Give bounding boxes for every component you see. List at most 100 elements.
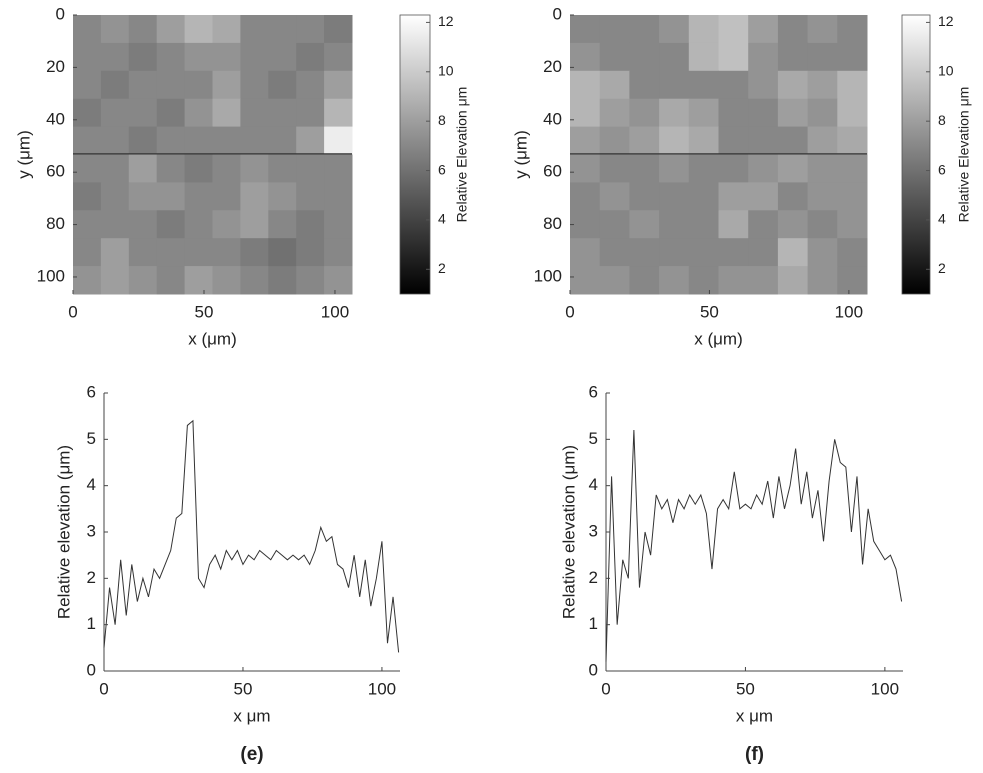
heatmap-cell xyxy=(156,42,186,72)
heatmap-cell xyxy=(807,15,838,44)
y-tick-label: 100 xyxy=(534,266,562,285)
heatmap-cell xyxy=(240,182,269,211)
heatmap-cell xyxy=(777,70,809,100)
x-tick-label: 100 xyxy=(835,302,863,321)
heatmap-cell xyxy=(718,70,749,100)
heatmap-cell xyxy=(837,98,868,128)
heatmap-cell xyxy=(212,210,241,239)
heatmap-cell xyxy=(240,126,269,155)
heatmap-cell xyxy=(184,98,213,128)
heatmap-cell xyxy=(100,182,130,211)
x-tick-label: 50 xyxy=(234,679,253,698)
heatmap-cell xyxy=(659,42,690,72)
heatmap-cell xyxy=(324,70,353,100)
heatmap-cell xyxy=(837,182,868,211)
heatmap-cell xyxy=(570,15,601,44)
heatmap-cell xyxy=(659,182,690,211)
colorbar-tick-label: 6 xyxy=(438,161,446,177)
y-tick-label: 1 xyxy=(589,614,598,633)
heatmap-cell xyxy=(128,266,158,295)
heatmap-cell xyxy=(688,126,719,155)
heatmap-cell xyxy=(570,210,601,239)
y-tick-label: 6 xyxy=(87,382,96,401)
heatmap-cell xyxy=(240,70,269,100)
heatmap-cell xyxy=(296,98,325,128)
heatmap-cell xyxy=(659,154,690,183)
heatmap-cell xyxy=(156,210,186,239)
heatmap-cell xyxy=(837,210,868,239)
heatmap-cell xyxy=(268,210,297,239)
heatmap-cell xyxy=(73,70,102,100)
heatmap-cell xyxy=(748,266,779,295)
heatmap-cell xyxy=(599,154,630,183)
heatmap-cell xyxy=(777,15,809,44)
heatmap-cell xyxy=(629,42,660,72)
y-tick-label: 0 xyxy=(589,660,598,679)
heatmap-cell xyxy=(599,210,630,239)
heatmap-cell xyxy=(240,210,269,239)
y-tick-label: 40 xyxy=(46,109,65,128)
heatmap-cell xyxy=(807,266,838,295)
heatmap-cell xyxy=(240,15,269,44)
heatmap-cell xyxy=(629,210,660,239)
heatmap-cell xyxy=(629,126,660,155)
heatmap-cell xyxy=(599,15,630,44)
y-tick-label: 5 xyxy=(589,429,598,448)
heatmap-cell xyxy=(688,154,719,183)
x-axis-label: x μm xyxy=(233,706,270,725)
heatmap-cell xyxy=(268,126,297,155)
y-tick-label: 0 xyxy=(56,4,65,23)
y-tick-label: 4 xyxy=(87,475,96,494)
heatmap-cell xyxy=(73,238,102,267)
heatmap-cell xyxy=(688,238,719,267)
heatmap-cell xyxy=(212,266,241,295)
heatmap-cell xyxy=(296,15,325,44)
heatmap-cell xyxy=(268,15,297,44)
heatmap-cell xyxy=(73,210,102,239)
heatmap-cell xyxy=(296,266,325,295)
heatmap-cell xyxy=(100,98,130,128)
heatmap-cell xyxy=(718,98,749,128)
panel-label: (e) xyxy=(240,744,263,765)
heatmap-cell xyxy=(629,70,660,100)
y-axis-label: y (μm) xyxy=(511,130,530,179)
heatmap-cell xyxy=(837,42,868,72)
heatmap-cell xyxy=(324,98,353,128)
colorbar-tick-label: 10 xyxy=(438,62,454,78)
heatmap-cell xyxy=(688,42,719,72)
x-tick-label: 100 xyxy=(871,679,899,698)
heatmap-cell xyxy=(688,15,719,44)
heatmap-cell xyxy=(184,210,213,239)
heatmap-cell xyxy=(128,42,158,72)
heatmap-cell xyxy=(100,210,130,239)
y-tick-label: 0 xyxy=(87,660,96,679)
colorbar-tick-label: 4 xyxy=(438,211,446,227)
heatmap-cell xyxy=(748,15,779,44)
colorbar-label: Relative Elevation μm xyxy=(956,87,972,223)
y-tick-label: 80 xyxy=(543,214,562,233)
heatmap-cell xyxy=(807,70,838,100)
heatmap-cell xyxy=(599,182,630,211)
heatmap-cell xyxy=(688,266,719,295)
heatmap-cell xyxy=(212,126,241,155)
heatmap-cell xyxy=(629,238,660,267)
heatmap-cell xyxy=(324,126,353,155)
heatmap-cell xyxy=(748,98,779,128)
heatmap-cell xyxy=(184,182,213,211)
profile-line xyxy=(103,419,400,653)
heatmap-cell xyxy=(748,238,779,267)
heatmap-cell xyxy=(156,70,186,100)
colorbar-tick-label: 4 xyxy=(938,211,946,227)
heatmap-cell xyxy=(807,238,838,267)
heatmap-cell xyxy=(296,126,325,155)
y-tick-label: 60 xyxy=(543,162,562,181)
heatmap-cell xyxy=(212,154,241,183)
y-tick-label: 4 xyxy=(589,475,598,494)
heatmap-cell xyxy=(240,42,269,72)
heatmap-cell xyxy=(128,238,158,267)
heatmap-cell xyxy=(296,182,325,211)
heatmap-cell xyxy=(599,98,630,128)
y-axis-label: Relative elevation (μm) xyxy=(54,445,73,619)
heatmap-cell xyxy=(128,182,158,211)
